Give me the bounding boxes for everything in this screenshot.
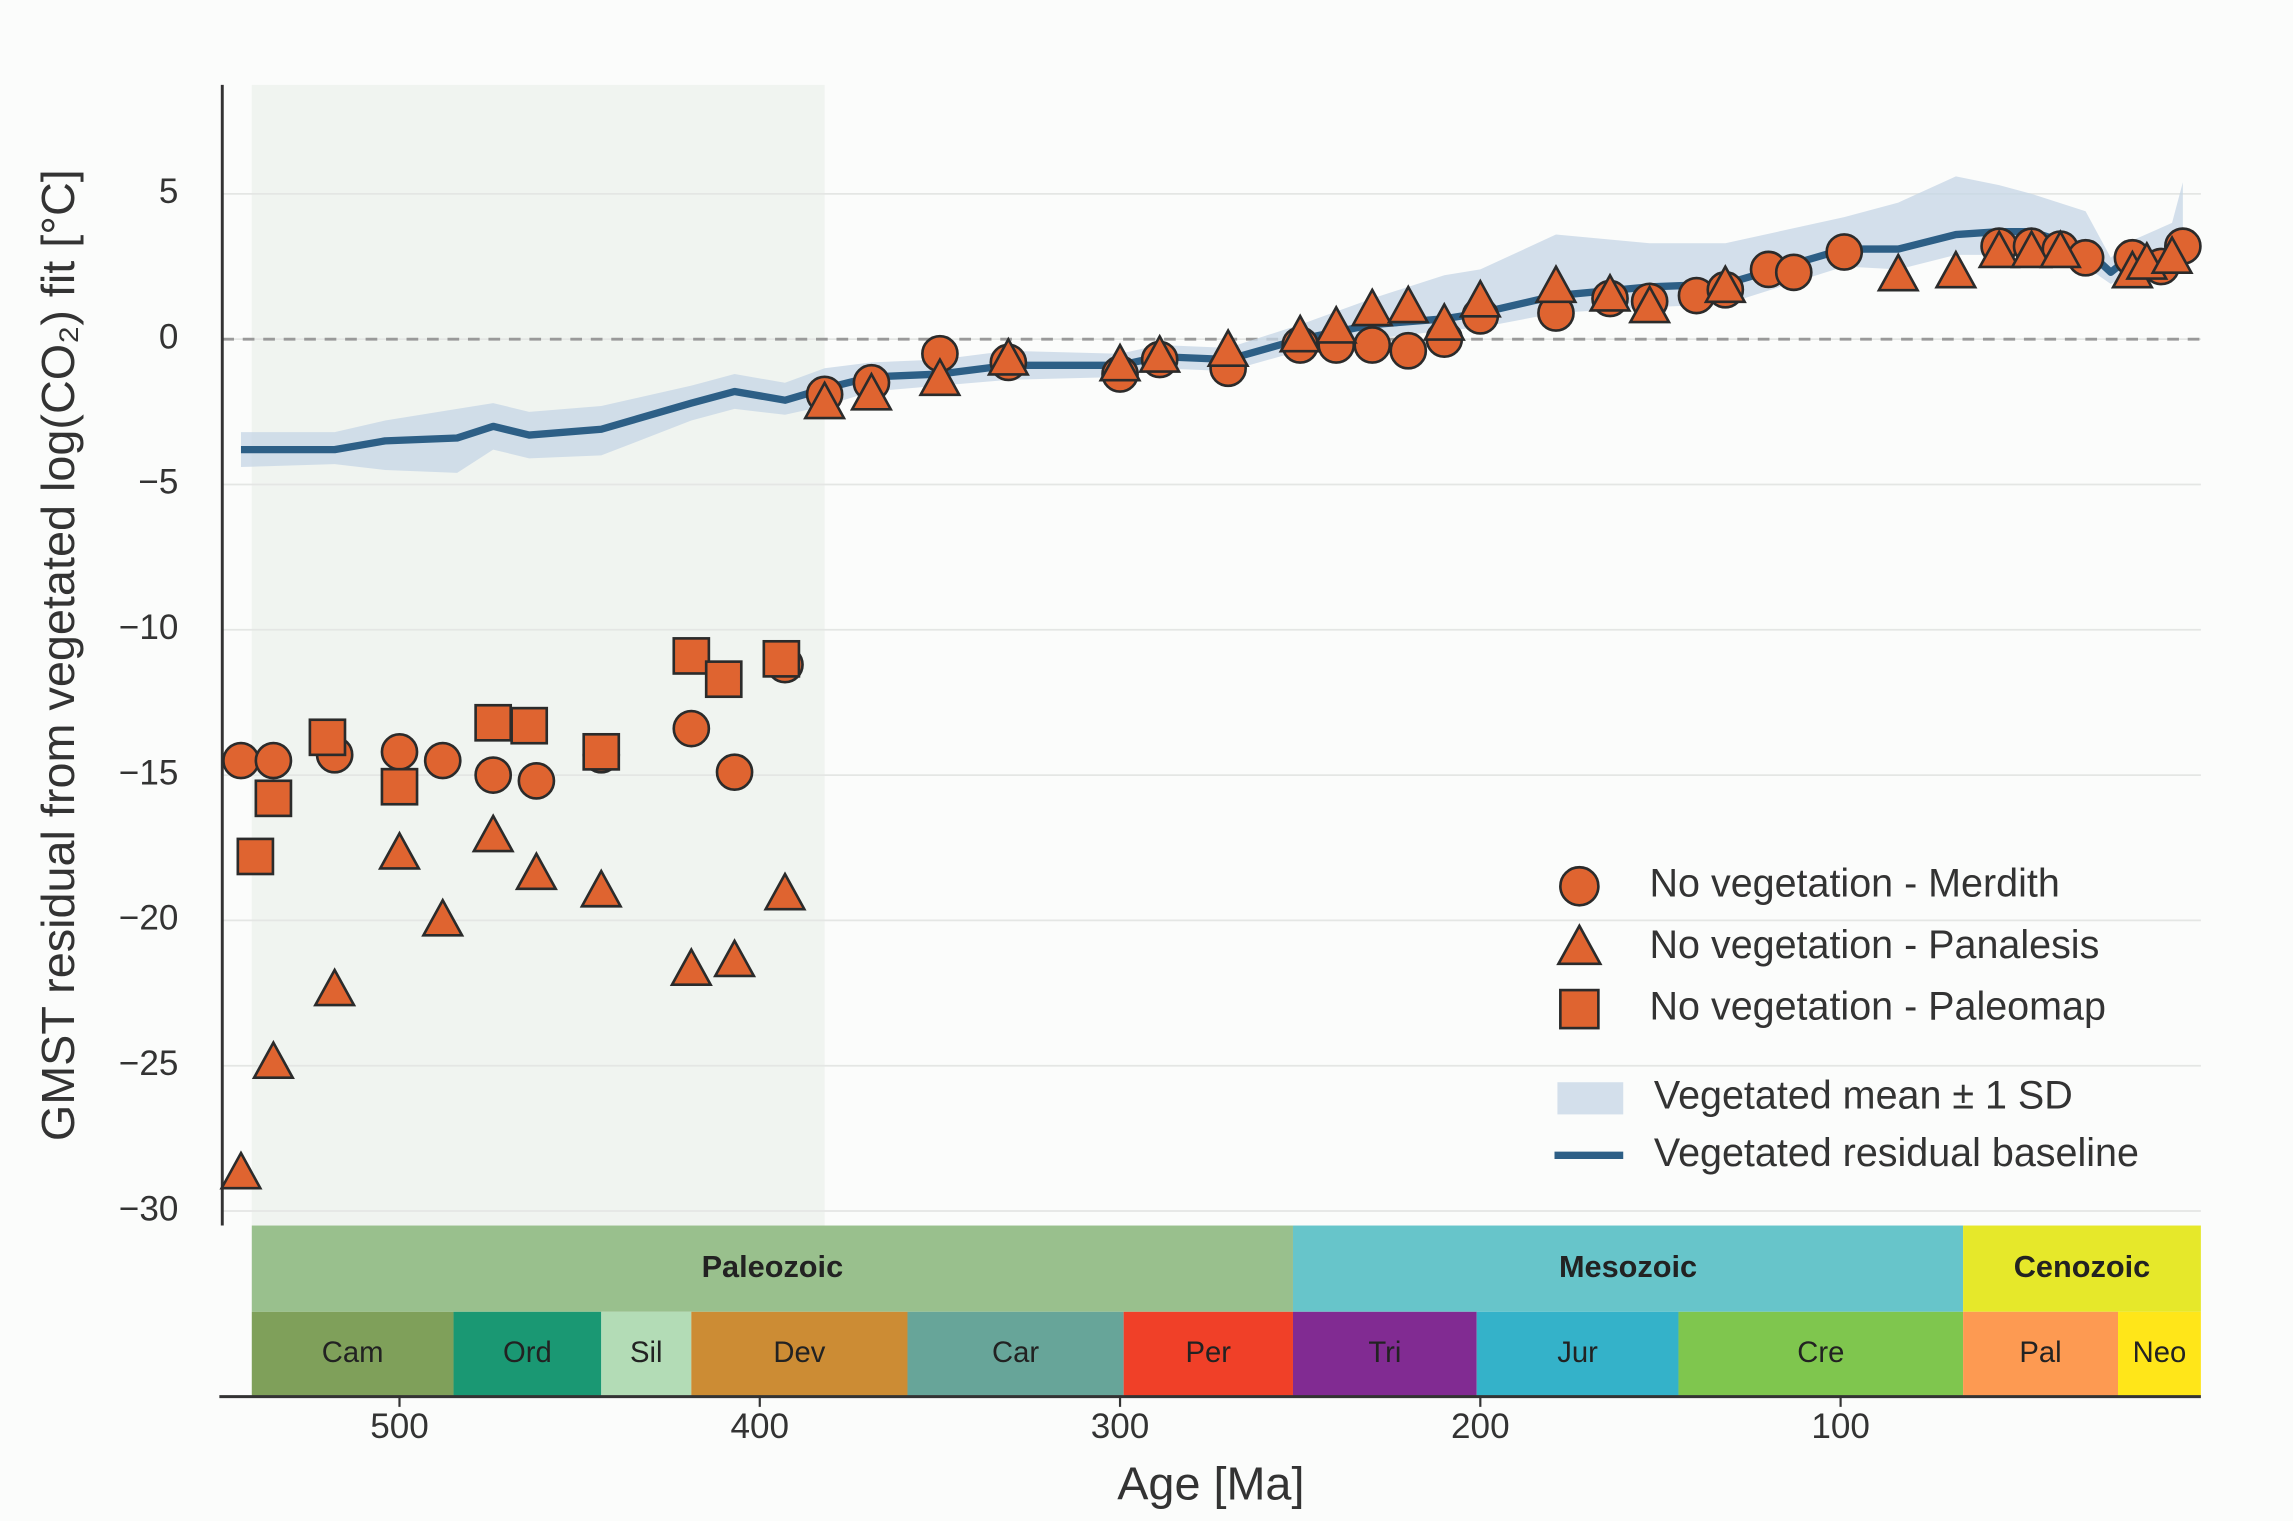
y-axis-label: GMST residual from vegetated log(CO₂) fi… — [32, 169, 84, 1141]
data-point-square — [674, 638, 709, 673]
y-tick-label: −25 — [119, 1044, 179, 1083]
y-tick-label: −30 — [119, 1189, 179, 1228]
legend-label: No vegetation - Merdith — [1650, 862, 2060, 906]
data-point-circle — [1391, 333, 1426, 368]
x-tick-label: 500 — [370, 1407, 429, 1446]
legend-swatch — [1560, 867, 1598, 905]
era-label: Paleozoic — [702, 1249, 844, 1284]
period-label: Dev — [773, 1337, 825, 1369]
data-point-circle — [425, 743, 460, 778]
x-axis-label: Age [Ma] — [1117, 1458, 1304, 1510]
legend-label: Vegetated residual baseline — [1654, 1131, 2139, 1175]
shaded-span — [252, 85, 825, 1226]
y-tick-label: 0 — [159, 317, 179, 356]
period-label: Car — [992, 1337, 1039, 1369]
data-point-circle — [1355, 327, 1390, 362]
period-label: Tri — [1368, 1337, 1401, 1369]
data-point-circle — [223, 743, 258, 778]
data-point-circle — [519, 763, 554, 798]
data-point-circle — [382, 734, 417, 769]
y-tick-label: 5 — [159, 172, 179, 211]
data-point-square — [238, 839, 273, 874]
x-tick-label: 100 — [1811, 1407, 1870, 1446]
era-label: Cenozoic — [2014, 1249, 2150, 1284]
x-tick-label: 400 — [731, 1407, 790, 1446]
data-point-circle — [1827, 234, 1862, 269]
period-label: Neo — [2133, 1337, 2187, 1369]
data-point-square — [584, 734, 619, 769]
period-label: Ord — [503, 1337, 552, 1369]
period-label: Sil — [630, 1337, 662, 1369]
legend-swatch — [1558, 926, 1600, 964]
period-label: Pal — [2019, 1337, 2061, 1369]
x-tick-label: 300 — [1091, 1407, 1150, 1446]
data-point-circle — [674, 711, 709, 746]
x-tick-label: 200 — [1451, 1407, 1510, 1446]
y-tick-label: −5 — [138, 463, 178, 502]
period-label: Per — [1186, 1337, 1232, 1369]
page: {"chart_data":{ "type":"scatter", "x_lab… — [0, 0, 2293, 1521]
data-point-circle — [717, 755, 752, 790]
data-point-circle — [256, 743, 291, 778]
legend-swatch — [1560, 990, 1598, 1028]
data-point-square — [764, 641, 799, 676]
data-point-square — [382, 769, 417, 804]
data-point-square — [310, 720, 345, 755]
data-point-square — [706, 662, 741, 697]
y-tick-label: −15 — [119, 753, 179, 792]
period-label: Cam — [322, 1337, 384, 1369]
legend-swatch — [1557, 1082, 1623, 1114]
period-label: Cre — [1797, 1337, 1844, 1369]
legend-label: Vegetated mean ± 1 SD — [1654, 1074, 2073, 1118]
data-point-circle — [1776, 255, 1811, 290]
period-label: Jur — [1557, 1337, 1598, 1369]
y-tick-label: −20 — [119, 899, 179, 938]
data-point-square — [256, 781, 291, 816]
data-point-circle — [476, 758, 511, 793]
data-point-square — [476, 705, 511, 740]
data-point-square — [512, 708, 547, 743]
chart: Age [Ma] GMST residual from vegetated lo… — [0, 0, 2293, 1521]
era-label: Mesozoic — [1559, 1249, 1697, 1284]
y-tick-label: −10 — [119, 608, 179, 647]
legend-label: No vegetation - Panalesis — [1650, 923, 2100, 967]
legend-label: No vegetation - Paleomap — [1650, 985, 2106, 1029]
